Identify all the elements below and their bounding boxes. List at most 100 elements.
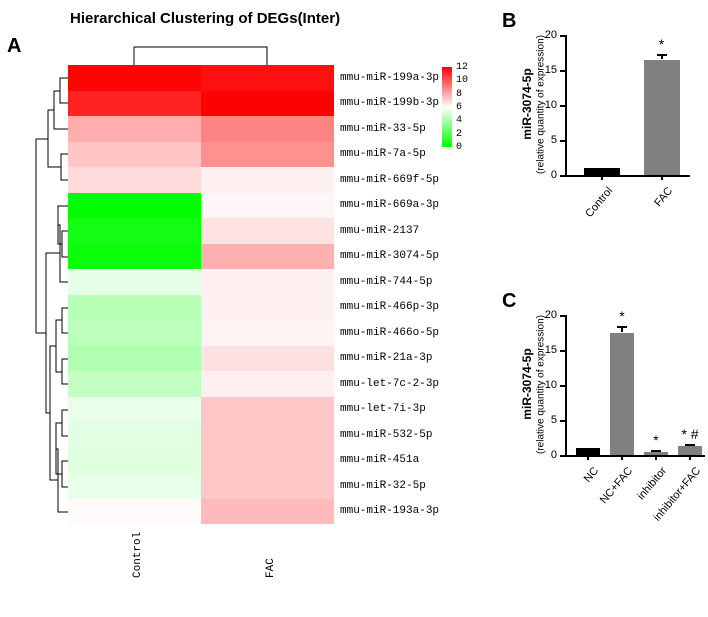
heatmap-cell xyxy=(201,167,334,193)
heatmap-row-label: mmu-let-7i-3p xyxy=(340,403,426,415)
heatmap-cell xyxy=(201,499,334,525)
legend-tick: 2 xyxy=(456,129,462,140)
heatmap-row-label: mmu-miR-193a-3p xyxy=(340,505,439,517)
bar xyxy=(584,168,620,175)
heatmap-cell xyxy=(201,397,334,423)
heatmap-cell xyxy=(201,448,334,474)
heatmap-col-dendrogram xyxy=(68,35,334,65)
bar xyxy=(644,60,680,176)
heatmap-cell xyxy=(68,167,201,193)
panel-b-label: B xyxy=(502,10,516,33)
heatmap-cell xyxy=(201,218,334,244)
panel-c-label: C xyxy=(502,290,516,313)
heatmap-row-label: mmu-miR-199a-3p xyxy=(340,72,439,84)
heatmap-cell xyxy=(201,269,334,295)
heatmap-row-label: mmu-miR-7a-5p xyxy=(340,148,426,160)
significance-marker: * # xyxy=(674,426,706,442)
heatmap-cell xyxy=(68,142,201,168)
chart-b: 05101520miR-3074-5p(relative quantity of… xyxy=(520,25,700,255)
heatmap-col-label: FAC xyxy=(265,558,277,578)
significance-marker: * xyxy=(640,432,672,448)
x-bar-label: FAC xyxy=(605,185,675,265)
legend-tick: 12 xyxy=(456,62,468,73)
heatmap-row-label: mmu-miR-33-5p xyxy=(340,123,426,135)
heatmap-col-label: Control xyxy=(132,532,144,578)
y-tick xyxy=(560,140,565,142)
heatmap-cell xyxy=(201,422,334,448)
heatmap-cell xyxy=(201,295,334,321)
heatmap-cell xyxy=(201,65,334,91)
heatmap-cell xyxy=(68,448,201,474)
y-axis xyxy=(565,315,567,455)
significance-marker: * xyxy=(640,36,684,52)
legend-tick: 6 xyxy=(456,102,462,113)
y-tick xyxy=(560,350,565,352)
heatmap-row-label: mmu-miR-2137 xyxy=(340,225,419,237)
heatmap-cell xyxy=(68,193,201,219)
x-tick xyxy=(621,455,623,460)
heatmap-row-label: mmu-miR-32-5p xyxy=(340,480,426,492)
heatmap-cell xyxy=(201,346,334,372)
x-tick xyxy=(587,455,589,460)
x-axis xyxy=(565,175,690,177)
heatmap-color-legend xyxy=(442,67,452,147)
heatmap-row-dendrogram xyxy=(28,65,68,524)
heatmap-cell xyxy=(201,473,334,499)
y-axis-subtitle: (relative quantity of expression) xyxy=(536,35,547,175)
bar xyxy=(678,446,702,455)
y-tick xyxy=(560,385,565,387)
error-cap xyxy=(657,54,667,56)
heatmap-cell xyxy=(68,295,201,321)
x-tick xyxy=(601,175,603,180)
panel-a-label: A xyxy=(7,35,21,58)
heatmap-cell xyxy=(68,320,201,346)
heatmap-cell xyxy=(201,91,334,117)
heatmap-row-label: mmu-miR-451a xyxy=(340,454,419,466)
y-tick xyxy=(560,175,565,177)
heatmap-title: Hierarchical Clustering of DEGs(Inter) xyxy=(70,10,340,27)
heatmap-cell xyxy=(68,499,201,525)
heatmap-cell xyxy=(68,65,201,91)
x-axis xyxy=(565,455,705,457)
heatmap-row-label: mmu-miR-21a-3p xyxy=(340,352,432,364)
chart-c: 05101520miR-3074-5p(relative quantity of… xyxy=(520,305,700,605)
y-tick xyxy=(560,420,565,422)
y-axis xyxy=(565,35,567,175)
heatmap-cell xyxy=(201,142,334,168)
heatmap-cell xyxy=(68,422,201,448)
y-axis-title: miR-3074-5p xyxy=(520,34,534,174)
heatmap-cell xyxy=(68,218,201,244)
heatmap-cell xyxy=(201,116,334,142)
legend-tick: 10 xyxy=(456,75,468,86)
heatmap-row-label: mmu-miR-466p-3p xyxy=(340,301,439,313)
x-tick xyxy=(661,175,663,180)
heatmap-row-label: mmu-miR-744-5p xyxy=(340,276,432,288)
heatmap-cell xyxy=(201,193,334,219)
heatmap-cell xyxy=(68,371,201,397)
x-tick xyxy=(689,455,691,460)
heatmap-row-label: mmu-miR-669f-5p xyxy=(340,174,439,186)
heatmap-row-label: mmu-let-7c-2-3p xyxy=(340,378,439,390)
heatmap-cell xyxy=(201,244,334,270)
bar xyxy=(576,448,600,455)
bar xyxy=(610,333,634,456)
heatmap-row-label: mmu-miR-532-5p xyxy=(340,429,432,441)
y-tick xyxy=(560,35,565,37)
y-tick xyxy=(560,455,565,457)
heatmap-cell xyxy=(201,320,334,346)
heatmap-row-label: mmu-miR-3074-5p xyxy=(340,250,439,262)
error-cap xyxy=(617,326,627,328)
y-tick xyxy=(560,70,565,72)
significance-marker: * xyxy=(606,308,638,324)
heatmap-cell xyxy=(68,346,201,372)
heatmap-row-label: mmu-miR-669a-3p xyxy=(340,199,439,211)
x-bar-label: inhibitor+FAC xyxy=(634,465,704,545)
error-cap xyxy=(651,450,661,452)
heatmap-cell xyxy=(68,116,201,142)
y-tick xyxy=(560,315,565,317)
error-cap xyxy=(685,444,695,446)
heatmap-row-label: mmu-miR-466o-5p xyxy=(340,327,439,339)
heatmap-row-label: mmu-miR-199b-3p xyxy=(340,97,439,109)
y-axis-subtitle: (relative quantity of expression) xyxy=(536,315,547,455)
heatmap-cell xyxy=(201,371,334,397)
